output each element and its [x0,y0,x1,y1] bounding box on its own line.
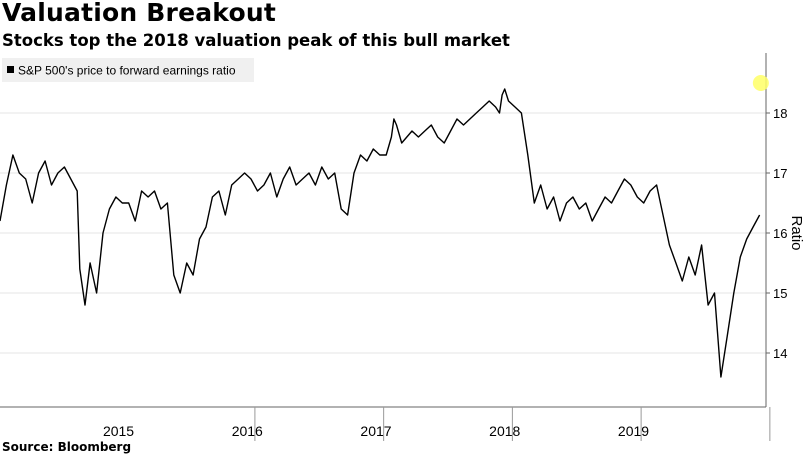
y-tick-label: 16 [773,226,787,241]
x-tick-label: 2017 [360,423,391,439]
highlight-marker [752,75,769,91]
chart-title: Valuation Breakout [2,0,276,27]
y-tick-label: 17 [773,166,787,181]
x-tick-label: 2015 [103,423,134,439]
x-tick-label: 2016 [232,423,263,439]
gridlines [0,112,766,354]
legend-swatch [7,66,14,73]
x-tick-label: 2018 [489,423,520,439]
series-layer [0,75,769,378]
legend-background [2,58,254,82]
y-tick-label: 15 [773,286,787,301]
legend-label: S&P 500's price to forward earnings rati… [18,64,236,78]
y-tick-label: 18 [773,106,787,121]
x-tick-label: 2019 [618,423,649,439]
legend: S&P 500's price to forward earnings rati… [2,58,254,82]
series-line [0,88,761,378]
axes: 14 15 16 17 18 2015 2016 2017 2018 2019 [0,53,787,441]
y-axis-label: Ratio [788,215,805,250]
source-note: Source: Bloomberg [2,440,132,454]
chart-subtitle: Stocks top the 2018 valuation peak of th… [2,31,510,50]
y-tick-label: 14 [773,346,787,361]
